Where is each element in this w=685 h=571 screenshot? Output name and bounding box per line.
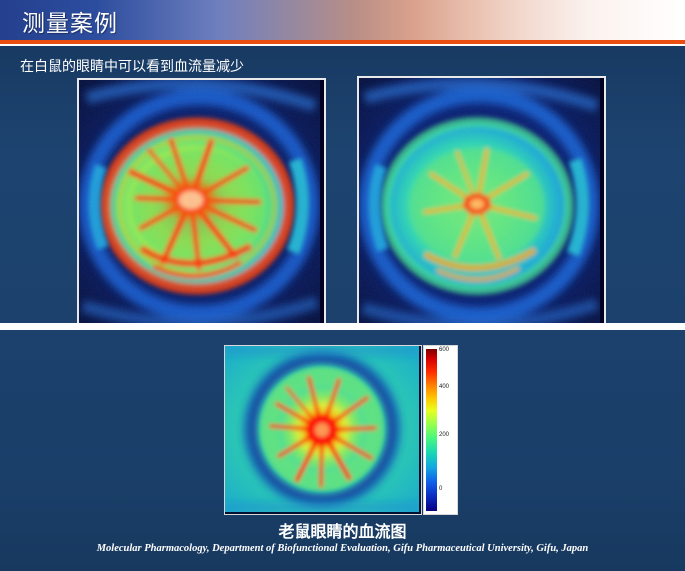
flow-map-render [225,346,419,512]
colorbar-gradient [426,349,437,511]
colorbar-tick-200: 200 [439,432,450,438]
colorbar-tick-0: 0 [439,486,443,492]
caption-text: 在白鼠的眼睛中可以看到血流量减少 [20,59,244,75]
flow-map-title: 老鼠眼睛的血流图 [278,522,407,541]
page-title: 测量案例 [22,11,118,37]
colorbar-tick-600: 600 [439,347,450,353]
credit-text: Molecular Pharmacology, Department of Bi… [96,543,589,554]
title-bar [0,0,685,40]
title-rule-highlight [0,44,685,46]
title-rule [0,40,685,44]
ischemia-eye-render [359,78,600,332]
ischemia-eye-image [357,76,606,338]
colorbar-tick-400: 400 [439,384,450,390]
colorbar: 600 400 200 0 [423,345,458,515]
upper-panel: 在白鼠的眼睛中可以看到血流量减少 [0,46,685,360]
normal-eye-render [79,80,320,330]
panel-divider [0,323,685,330]
blood-flow-map-image [224,345,422,515]
lower-panel: 600 400 200 0 老鼠眼睛的血流图 Molecular Pharmac… [0,330,685,571]
normal-eye-image [77,78,326,336]
